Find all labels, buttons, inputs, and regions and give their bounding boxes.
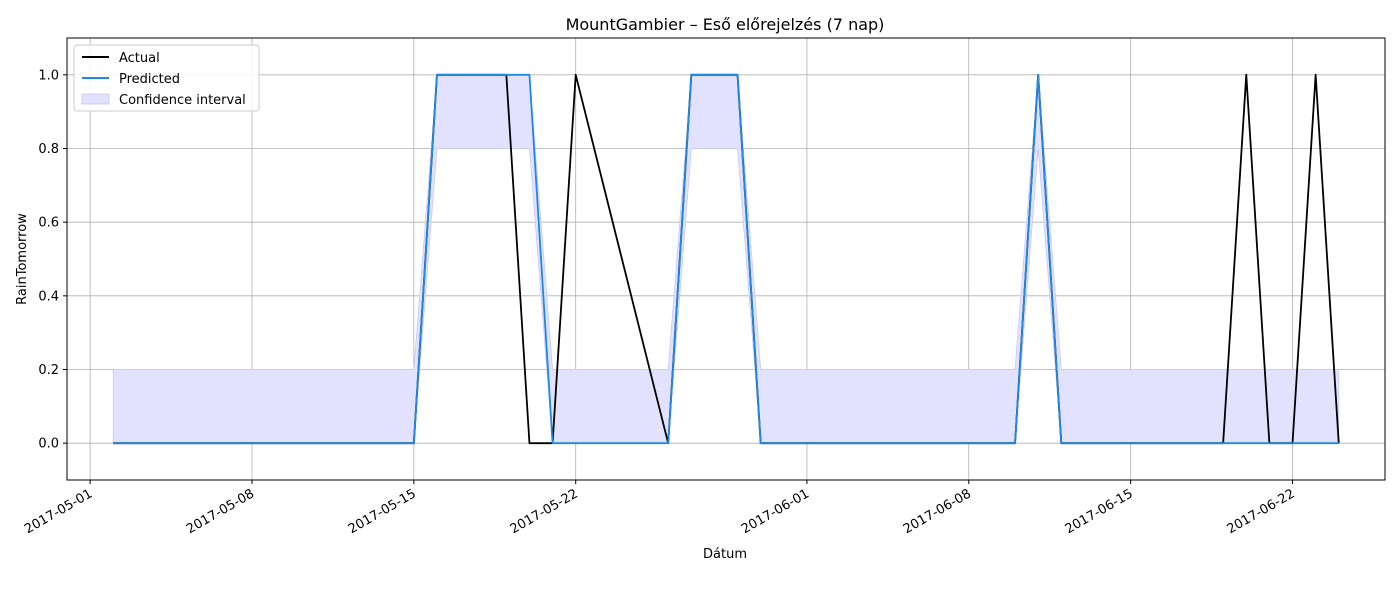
series-line-predicted (113, 73, 1339, 445)
x-tick-label: 2017-05-15 (346, 486, 419, 537)
x-tick-label: 2017-05-08 (184, 486, 257, 537)
x-axis-ticks: 2017-05-01 2017-05-08 2017-05-15 2017-05-22… (22, 480, 1298, 537)
chart-title: MountGambier – Eső előrejelzés (7 nap) (566, 15, 885, 34)
legend-box (73, 44, 260, 112)
x-tick-label: 2017-06-15 (1063, 486, 1136, 537)
x-tick-label: 2017-05-22 (508, 486, 581, 537)
y-tick-label: 0.2 (38, 363, 59, 378)
x-tick-label: 2017-06-22 (1225, 486, 1298, 537)
legend: Actual Predicted Confidence interval (73, 44, 260, 112)
confidence-interval-area (112, 74, 1340, 444)
y-tick-label: 0.0 (38, 437, 59, 452)
legend-predicted-label: Predicted (119, 72, 180, 87)
legend-confidence-interval-swatch (81, 93, 110, 105)
y-axis-ticks: 0.0 0.2 0.4 0.6 0.8 1.0 (38, 68, 67, 452)
y-tick-label: 0.6 (38, 216, 59, 231)
series-lines (113, 73, 1340, 445)
y-tick-label: 0.4 (38, 289, 59, 304)
y-tick-label: 0.8 (38, 142, 59, 157)
x-tick-label: 2017-06-01 (739, 486, 812, 537)
legend-confidence-interval-label: Confidence interval (119, 93, 246, 108)
x-tick-label: 2017-06-08 (901, 486, 974, 537)
y-axis-title: RainTomorrow (15, 213, 30, 305)
confidence-interval-band (112, 74, 1340, 444)
x-tick-label: 2017-05-01 (22, 486, 95, 537)
plot-frame (66, 37, 1386, 481)
y-tick-label: 1.0 (38, 68, 59, 83)
x-axis-title: Dátum (703, 547, 747, 562)
legend-actual-label: Actual (119, 51, 160, 66)
